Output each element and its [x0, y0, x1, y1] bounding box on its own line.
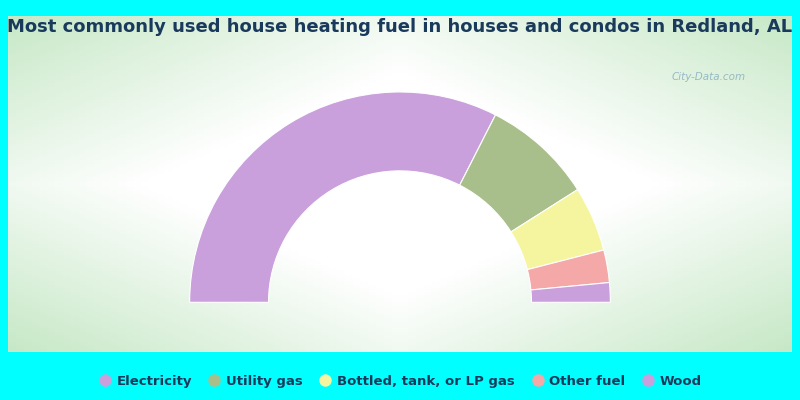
Text: Most commonly used house heating fuel in houses and condos in Redland, AL: Most commonly used house heating fuel in… — [7, 18, 793, 36]
Text: City-Data.com: City-Data.com — [672, 72, 746, 82]
Wedge shape — [511, 190, 604, 270]
Wedge shape — [527, 250, 610, 290]
Wedge shape — [460, 115, 578, 232]
Legend: Electricity, Utility gas, Bottled, tank, or LP gas, Other fuel, Wood: Electricity, Utility gas, Bottled, tank,… — [93, 370, 707, 394]
Wedge shape — [190, 92, 495, 302]
Wedge shape — [531, 282, 610, 302]
